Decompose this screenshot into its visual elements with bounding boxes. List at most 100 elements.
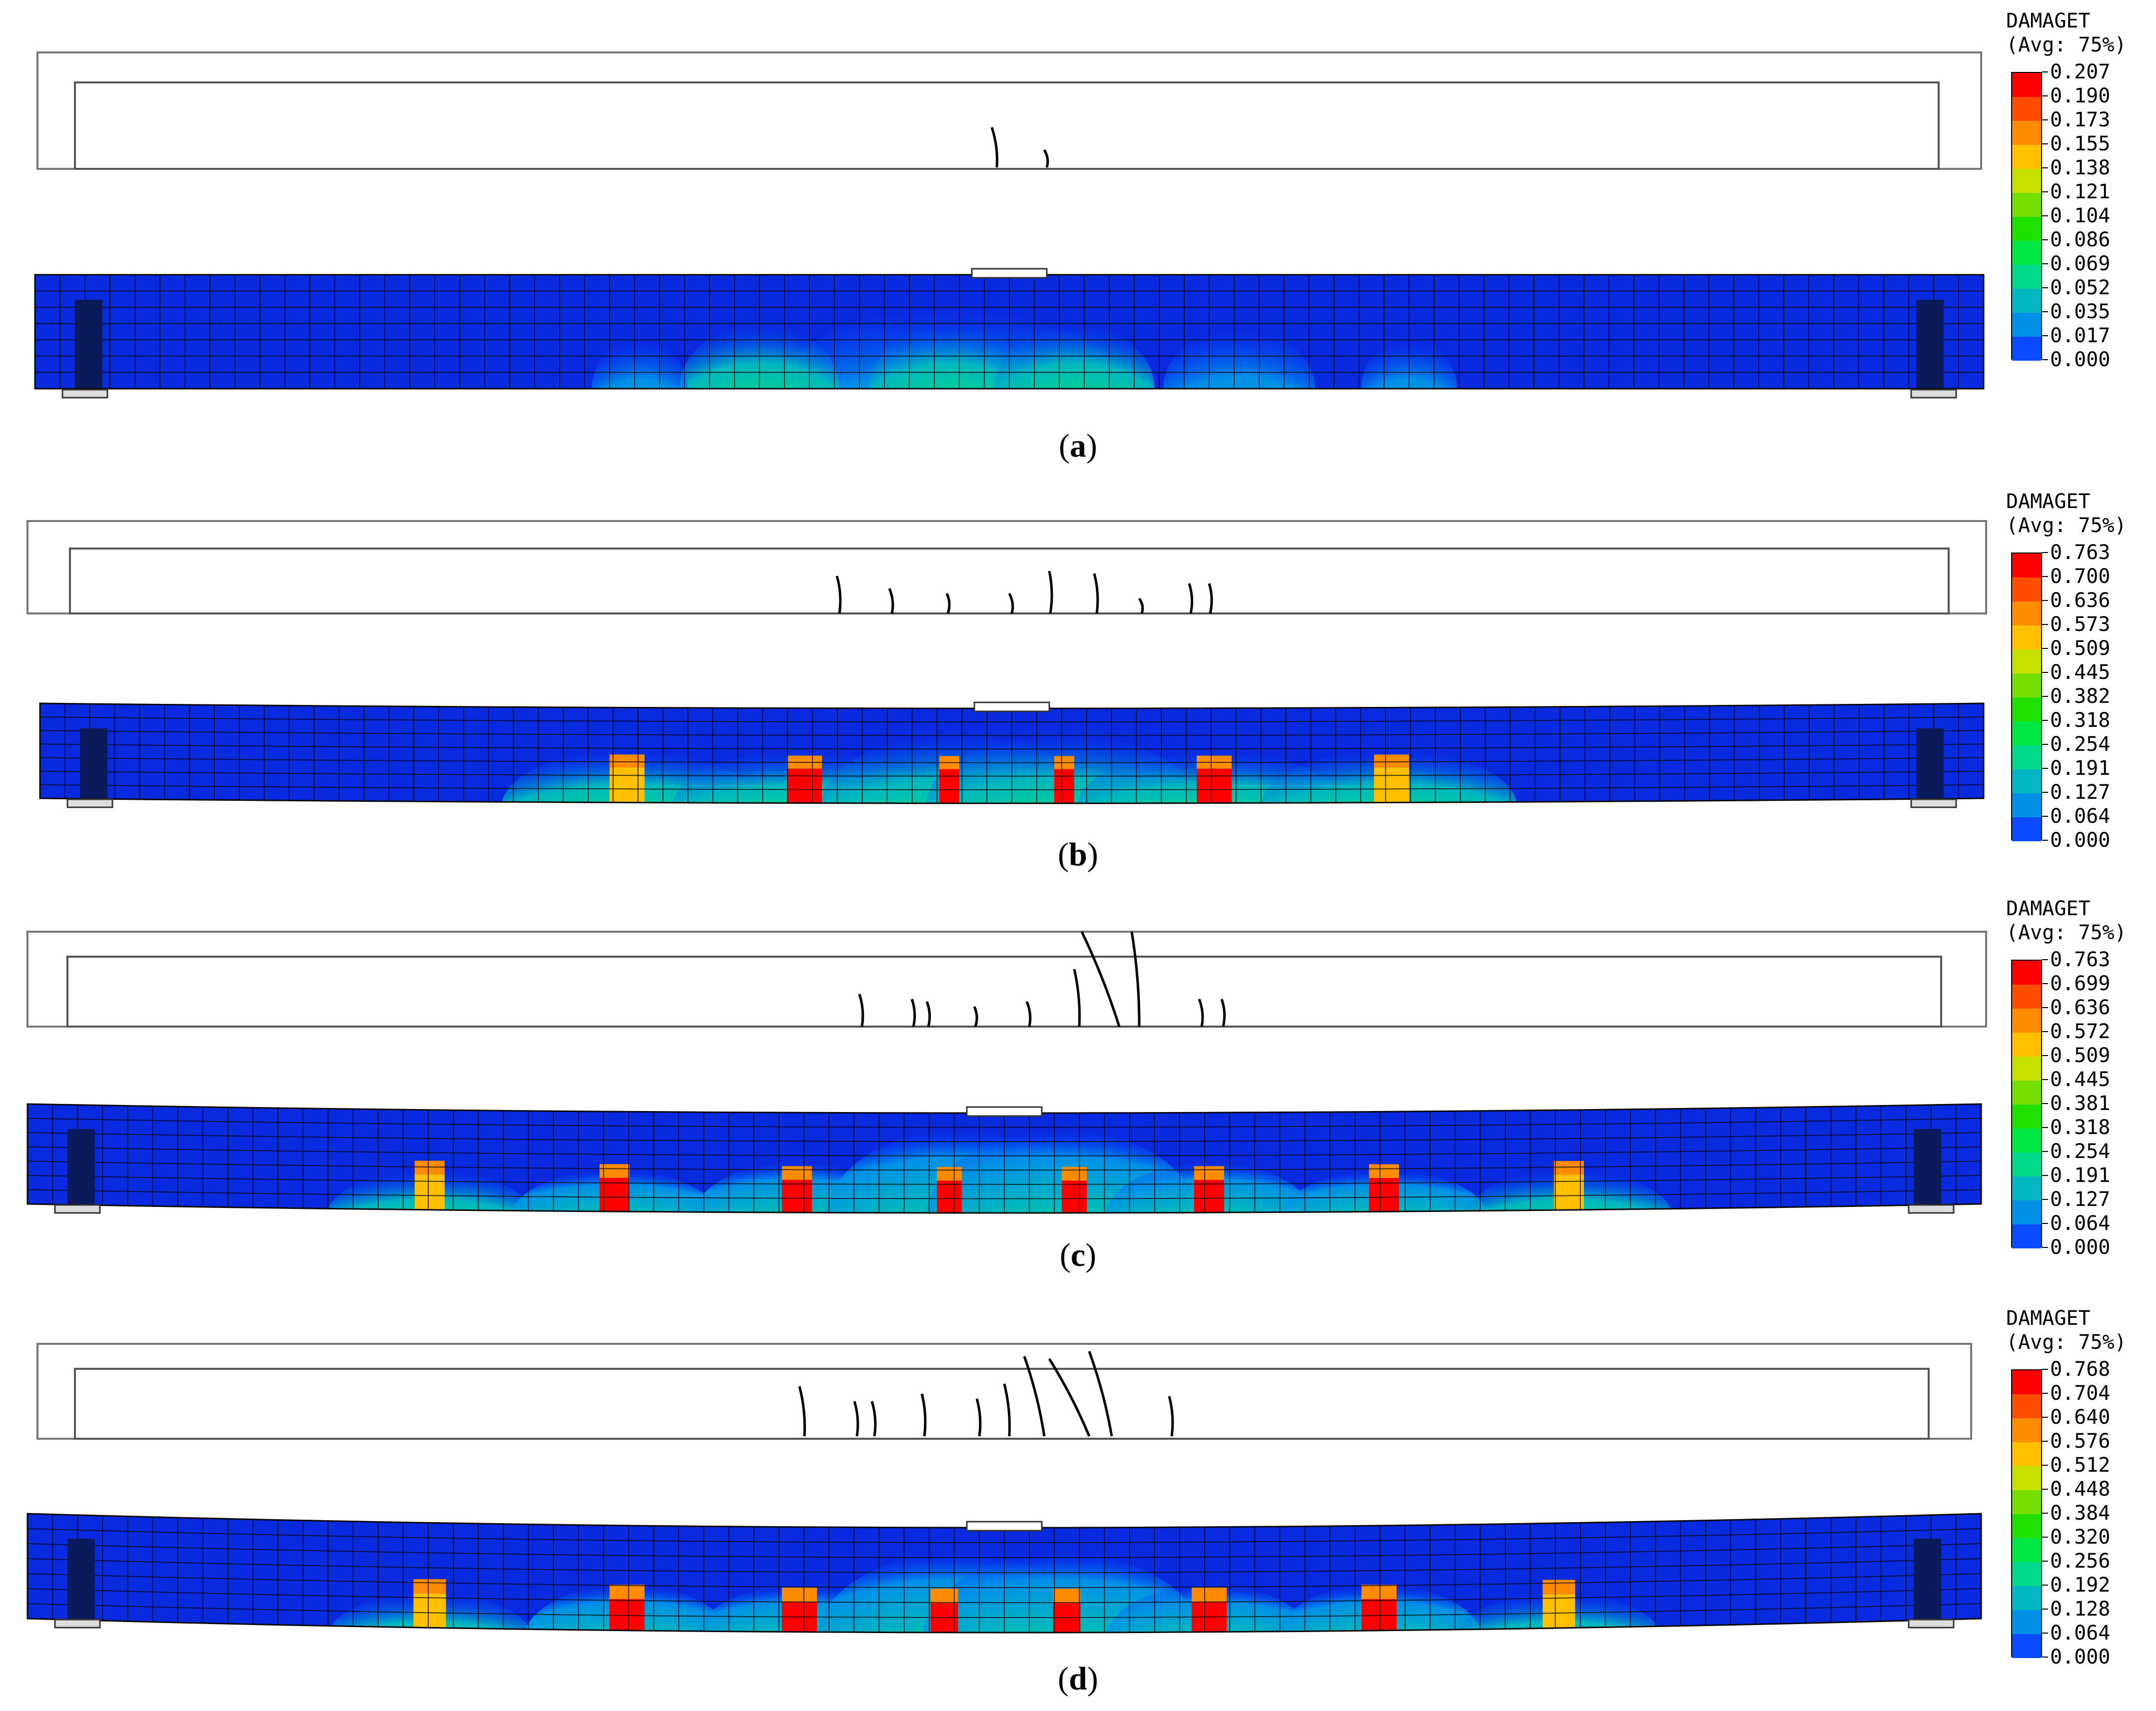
legend-tick [2042, 1441, 2048, 1442]
crack-band [1192, 1602, 1227, 1633]
legend-tick [2042, 1465, 2048, 1466]
legend-subtitle: (Avg: 75%) [2006, 33, 2127, 56]
beam-inner-outline [66, 956, 1942, 1028]
legend-swatch [2012, 241, 2041, 265]
legend-value: 0.127 [2050, 781, 2111, 804]
bearing-left [61, 389, 108, 399]
support-block-left [67, 1129, 95, 1213]
crack-line [1088, 1351, 1113, 1437]
crack-band-top [1374, 754, 1409, 768]
crack-line [973, 1006, 978, 1027]
legend-subtitle: (Avg: 75%) [2006, 921, 2127, 944]
legend-b: DAMAGET (Avg: 75%) 0.763 0.700 0.636 0.573 0… [2006, 490, 2151, 850]
mesh-line [27, 1558, 1981, 1573]
legend-tick [2042, 167, 2048, 168]
legend-value: 0.636 [2050, 589, 2111, 612]
crack-band-top [930, 1589, 958, 1604]
legend-value: 0.128 [2050, 1598, 2111, 1621]
legend-value: 0.035 [2050, 300, 2111, 323]
legend-value: 0.052 [2050, 276, 2111, 299]
legend-value: 0.640 [2050, 1406, 2111, 1429]
legend-tick [2042, 840, 2048, 841]
mesh-line [27, 1588, 1981, 1603]
beam-figure-a [34, 51, 1985, 399]
crack-pattern-beam [36, 51, 1982, 170]
legend-tick [2042, 263, 2048, 264]
panel-d: DAMAGET (Avg: 75%) 0.768 0.704 0.640 0.576 0… [0, 1286, 2156, 1711]
legend-value: 0.763 [2050, 541, 2111, 564]
legend-swatch [2012, 73, 2041, 97]
beam-outline [36, 1343, 1972, 1440]
legend-tick [2042, 1633, 2048, 1634]
legend-swatch [2012, 577, 2041, 601]
mesh-line [27, 1528, 1981, 1543]
legend-value: 0.763 [2050, 948, 2111, 971]
beam-figure-b [26, 520, 1987, 808]
legend-tick [2042, 1175, 2048, 1176]
crack-line [853, 1401, 859, 1437]
legend-swatch [2012, 289, 2041, 313]
legend-value: 0.448 [2050, 1478, 2111, 1501]
legend-swatch [2012, 1176, 2041, 1200]
legend-swatch [2012, 649, 2041, 673]
beam-inner-outline [69, 548, 1950, 614]
legend-value: 0.000 [2050, 1646, 2111, 1669]
support-block-right [1914, 1539, 1941, 1633]
legend-swatch [2012, 1634, 2041, 1658]
legend-tick [2042, 1055, 2048, 1056]
crack-band [413, 1593, 446, 1633]
bearing-left [54, 1204, 101, 1214]
crack-band [1053, 1603, 1081, 1633]
crack-line [1073, 969, 1081, 1027]
damage-zone [592, 341, 688, 389]
crack-pattern-beam [26, 931, 1987, 1028]
legend-value: 0.000 [2050, 1236, 2111, 1259]
legend-value: 0.636 [2050, 996, 2111, 1019]
legend-swatch [2012, 1105, 2041, 1129]
legend-value: 0.318 [2050, 1116, 2111, 1139]
legend-tick [2042, 1007, 2048, 1008]
legend-tick [2042, 1609, 2048, 1610]
legend-swatch [2012, 337, 2041, 361]
legend-color-bar [2011, 72, 2042, 361]
mesh-line [40, 770, 1984, 777]
legend-swatch [2012, 721, 2041, 745]
crack-line [945, 592, 951, 614]
caption-d: (d) [1058, 1661, 1098, 1697]
legend-value: 0.576 [2050, 1430, 2111, 1453]
legend-swatch [2012, 793, 2041, 817]
damage-zone [1465, 1170, 1673, 1213]
legend-swatch [2012, 1514, 2041, 1538]
mesh-line [40, 730, 1984, 736]
bearing-right [1908, 1204, 1955, 1214]
legend-swatch [2012, 985, 2041, 1009]
mesh-line [27, 1603, 1981, 1618]
crack-line [1025, 1001, 1032, 1027]
legend-swatch [2012, 1152, 2041, 1176]
support-block-right [1916, 728, 1944, 803]
crack-band [939, 769, 959, 803]
mesh-line [27, 1132, 1981, 1142]
legend-value: 0.768 [2050, 1358, 2111, 1381]
crack-band-top [1369, 1164, 1399, 1178]
legend-tick [2042, 191, 2048, 192]
crack-band [610, 1599, 645, 1633]
legend-swatch [2012, 1490, 2041, 1514]
crack-band [1194, 1179, 1224, 1213]
legend-swatch [2012, 1129, 2041, 1152]
legend-c: DAMAGET (Avg: 75%) 0.763 0.699 0.636 0.572 0… [2006, 897, 2151, 1257]
beam-outline [36, 51, 1982, 170]
legend-scale: 0.763 0.700 0.636 0.573 0.509 0.445 0.382 0.318… [2006, 541, 2151, 850]
legend-tick [2042, 95, 2048, 96]
legend-scale: 0.763 0.699 0.636 0.572 0.509 0.445 0.381 0.318… [2006, 948, 2151, 1257]
mesh-line [27, 1160, 1981, 1171]
legend-tick [2042, 1103, 2048, 1104]
legend-swatch [2012, 1442, 2041, 1466]
damage-zone [1105, 1162, 1313, 1213]
legend-value: 0.000 [2050, 348, 2111, 371]
legend-value: 0.121 [2050, 180, 2111, 203]
legend-tick [2042, 335, 2048, 336]
legend-value: 0.207 [2050, 60, 2111, 83]
damage-zone [1163, 329, 1315, 389]
damage-zone [1280, 1170, 1488, 1213]
